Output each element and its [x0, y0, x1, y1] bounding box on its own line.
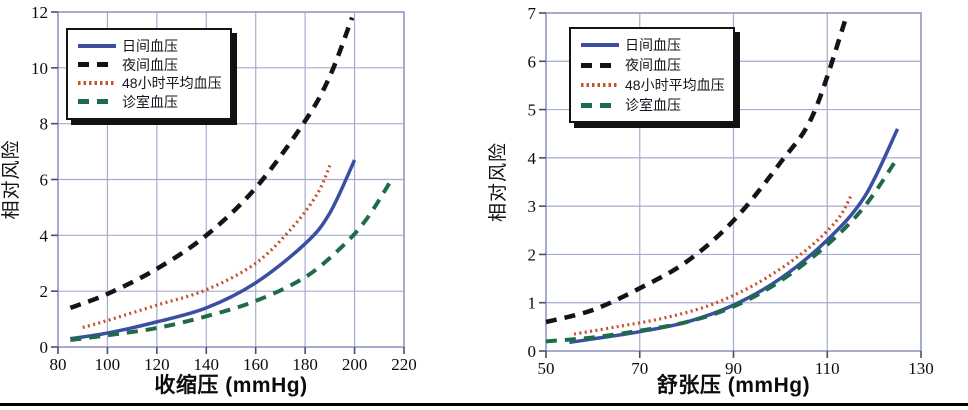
y-tick-label: 5: [528, 101, 537, 120]
y-axis-label: 相对风险: [487, 142, 509, 222]
legend-item-office-bp: 诊室血压: [78, 93, 222, 111]
x-axis-label: 舒张压 (mmHg): [656, 374, 811, 397]
y-tick-label: 7: [528, 4, 537, 23]
y-tick-label: 1: [528, 294, 537, 313]
legend-solid-line-icon: [78, 44, 116, 48]
x-tick-label: 160: [243, 355, 269, 374]
y-tick-label: 12: [31, 3, 48, 22]
legend-label: 夜间血压: [625, 57, 681, 73]
y-tick-label: 10: [31, 59, 48, 78]
y-tick-label: 0: [40, 338, 49, 357]
legend: 日间血压夜间血压 48小时平均血压 诊室血压: [66, 28, 232, 120]
legend-dashed-line-icon: [581, 102, 619, 108]
legend-dashed-line-icon: [581, 62, 619, 68]
legend-dashed-line-icon: [78, 62, 116, 68]
legend-item-office-bp: 诊室血压: [581, 96, 725, 114]
x-axis-label: 收缩压 (mmHg): [154, 374, 308, 397]
x-tick-label: 70: [631, 359, 648, 378]
legend-item-night-bp: 夜间血压: [78, 56, 222, 74]
x-tick-label: 110: [815, 359, 840, 378]
diastolic-plot-area: 50 70 90 110 130 0 1 2 3 4 5 6 7 相对风险: [487, 4, 934, 378]
legend-dotted-line-icon: [78, 81, 116, 86]
x-tick-label: 220: [391, 355, 417, 374]
x-tick-label: 90: [725, 359, 742, 378]
curve-office-bp: [70, 178, 394, 343]
legend-item-night-bp: 夜间血压: [581, 56, 725, 74]
legend-item-avg48h-bp: 48小时平均血压: [78, 74, 222, 92]
legend-label: 日间血压: [625, 37, 681, 53]
legend-item-avg48h-bp: 48小时平均血压: [581, 76, 725, 94]
x-tick-label: 200: [342, 355, 368, 374]
x-tick-label: 80: [50, 355, 67, 374]
curve-night-bp: [545, 17, 849, 325]
legend-dashed-line-icon: [78, 99, 116, 105]
curve-daytime-bp: [70, 159, 357, 341]
x-tick-label: 180: [292, 355, 318, 374]
legend-label: 日间血压: [122, 38, 178, 54]
y-tick-label: 8: [40, 115, 49, 134]
y-tick-label: 3: [528, 197, 537, 216]
x-tick-label: 120: [144, 355, 170, 374]
y-tick-label: 0: [528, 342, 537, 361]
x-tick-label: 130: [908, 359, 934, 378]
legend-label: 48小时平均血压: [625, 77, 725, 93]
systolic-risk-chart: 80 100 120 140 160 180 200 220 0 2 4 6 8 10 12 相对风险 日间血…: [0, 0, 462, 400]
legend-item-daytime-bp: 日间血压: [78, 37, 222, 55]
y-tick-label: 2: [528, 245, 537, 264]
legend-item-daytime-bp: 日间血压: [581, 36, 725, 54]
y-tick-label: 6: [40, 171, 49, 190]
y-tick-label: 4: [528, 149, 537, 168]
divider: [0, 403, 968, 406]
legend-label: 诊室血压: [122, 93, 178, 110]
x-tick-label: 140: [194, 355, 220, 374]
y-tick-label: 4: [40, 226, 49, 245]
curve-night-bp: [69, 16, 355, 311]
y-tick-label: 2: [40, 282, 49, 301]
y-axis-label: 相对风险: [0, 139, 22, 219]
diastolic-risk-chart: 50 70 90 110 130 0 1 2 3 4 5 6 7 相对风险 日间血压夜间血压 48小时平均血…: [484, 0, 968, 400]
curve-office-bp: [545, 156, 900, 344]
legend-label: 48小时平均血压: [122, 75, 222, 92]
legend-label: 夜间血压: [122, 56, 178, 73]
x-tick-label: 50: [538, 359, 555, 378]
legend-dotted-line-icon: [581, 83, 619, 87]
y-tick-label: 6: [528, 52, 537, 71]
x-tick-label: 100: [95, 355, 121, 374]
legend-solid-line-icon: [581, 43, 619, 47]
legend-label: 诊室血压: [625, 97, 681, 113]
legend: 日间血压夜间血压 48小时平均血压 诊室血压: [569, 27, 735, 123]
curve-avg48h-bp: [82, 164, 332, 329]
